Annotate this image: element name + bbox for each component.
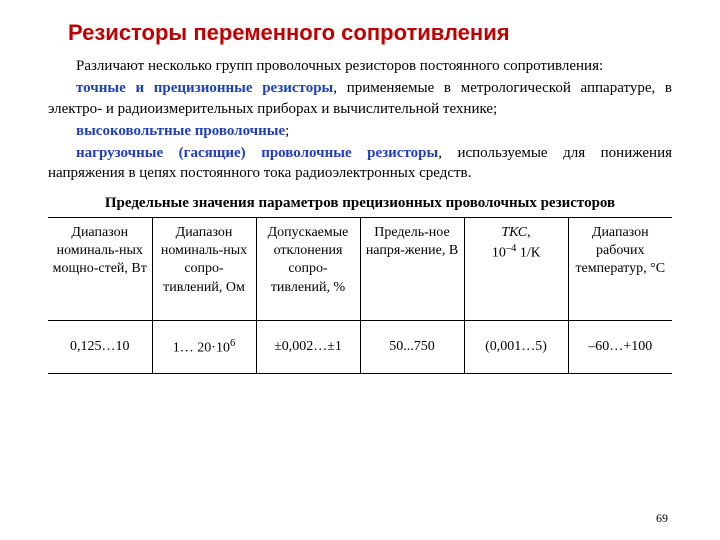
tks-exp: –4: [506, 243, 517, 254]
cell-resistance-exp: 6: [230, 338, 235, 349]
cell-voltage: 50...750: [360, 321, 464, 374]
col-header-resistance: Диапазон номиналь-ных сопро-тивлений, Ом: [152, 218, 256, 321]
group-1: точные и прецизионные резисторы, применя…: [48, 78, 672, 119]
cell-resistance-pre: 1… 20·10: [173, 340, 230, 355]
page-title: Резисторы переменного сопротивления: [48, 20, 672, 46]
col-header-temp: Диапазон рабочих температур, °С: [568, 218, 672, 321]
col-header-power: Диапазон номиналь-ных мощно-стей, Вт: [48, 218, 152, 321]
cell-power: 0,125…10: [48, 321, 152, 374]
table-row: 0,125…10 1… 20·106 ±0,002…±1 50...750 (0…: [48, 321, 672, 374]
col-header-voltage: Предель-ное напря-жение, В: [360, 218, 464, 321]
cell-temp: –60…+100: [568, 321, 672, 374]
page: Резисторы переменного сопротивления Разл…: [0, 0, 720, 540]
cell-resistance: 1… 20·106: [152, 321, 256, 374]
tks-label: ТКС: [501, 225, 527, 240]
group-3: нагрузочные (гасящие) проволочные резист…: [48, 143, 672, 184]
parameters-table: Диапазон номиналь-ных мощно-стей, Вт Диа…: [48, 217, 672, 374]
cell-tks: (0,001…5): [464, 321, 568, 374]
col-header-tks: ТКС, 10–4 1/К: [464, 218, 568, 321]
group-3-term: нагрузочные (гасящие) проволочные резист…: [76, 145, 438, 161]
group-2-rest: ;: [285, 123, 289, 139]
group-2: высоковольтные проволочные;: [48, 121, 672, 141]
tks-unit: 1/К: [516, 246, 540, 261]
table-caption: Предельные значения параметров прецизион…: [48, 194, 672, 214]
group-2-term: высоковольтные проволочные: [76, 123, 285, 139]
table-header-row: Диапазон номиналь-ных мощно-стей, Вт Диа…: [48, 218, 672, 321]
group-1-term: точные и прецизионные резисторы: [76, 80, 333, 96]
intro-paragraph: Различают несколько групп проволочных ре…: [48, 56, 672, 76]
page-number: 69: [656, 511, 668, 526]
col-header-tolerance: Допускаемые отклонения сопро-тивлений, %: [256, 218, 360, 321]
tks-comma: ,: [527, 225, 531, 240]
cell-tolerance: ±0,002…±1: [256, 321, 360, 374]
